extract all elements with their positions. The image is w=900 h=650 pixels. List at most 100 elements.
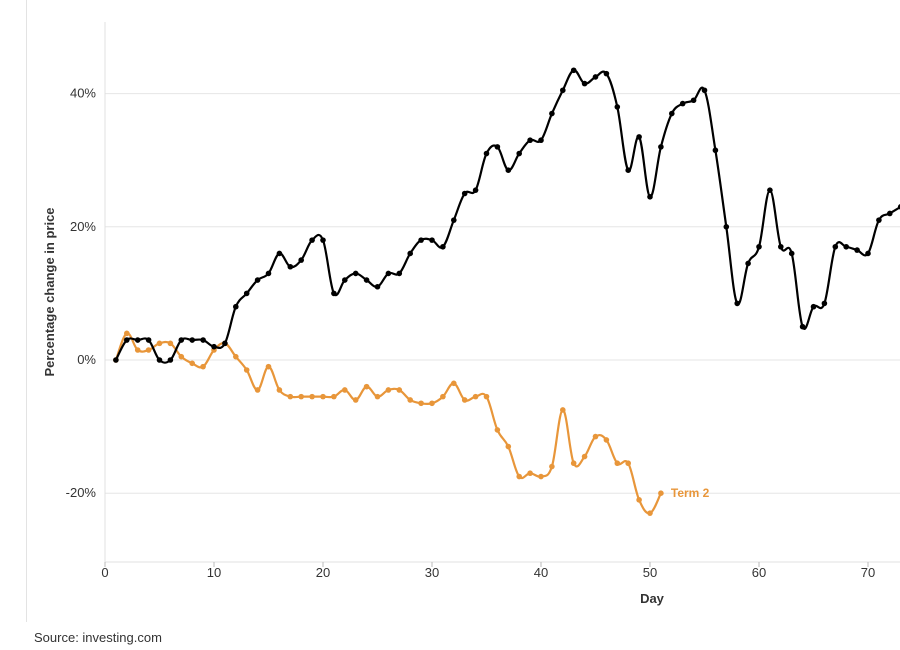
data-point bbox=[178, 337, 185, 343]
data-point bbox=[265, 270, 272, 277]
data-point bbox=[865, 250, 871, 257]
data-point bbox=[440, 393, 446, 400]
data-point bbox=[124, 330, 130, 337]
data-point bbox=[516, 150, 522, 157]
data-point bbox=[189, 337, 195, 343]
data-point bbox=[876, 217, 882, 223]
data-point bbox=[211, 343, 217, 350]
data-point bbox=[897, 204, 900, 210]
series-end-label: Term 2 bbox=[671, 486, 710, 500]
data-point bbox=[309, 237, 315, 243]
data-point bbox=[647, 194, 653, 200]
x-axis-title: Day bbox=[640, 591, 665, 606]
data-point bbox=[374, 393, 381, 400]
left-divider bbox=[26, 0, 27, 622]
data-point bbox=[243, 290, 250, 297]
data-point bbox=[233, 303, 239, 310]
data-point bbox=[472, 393, 479, 400]
series-group-1 bbox=[113, 330, 664, 516]
data-point bbox=[527, 137, 533, 144]
data-point bbox=[233, 353, 239, 360]
data-point bbox=[145, 337, 152, 343]
data-point bbox=[810, 303, 817, 310]
gridlines bbox=[105, 93, 900, 494]
data-point bbox=[451, 380, 457, 387]
data-point bbox=[658, 490, 664, 497]
data-point bbox=[331, 290, 337, 297]
data-point bbox=[581, 80, 588, 87]
data-point bbox=[396, 270, 403, 277]
x-tick-label: 30 bbox=[425, 565, 439, 580]
data-point bbox=[658, 144, 664, 150]
data-point bbox=[396, 387, 403, 393]
data-point bbox=[679, 100, 686, 107]
data-point bbox=[560, 87, 566, 94]
data-point bbox=[701, 87, 708, 94]
data-point bbox=[429, 237, 435, 243]
data-point bbox=[581, 453, 588, 460]
data-point bbox=[331, 393, 337, 400]
data-point bbox=[440, 243, 446, 250]
data-point bbox=[472, 187, 479, 193]
source-note: Source: investing.com bbox=[34, 630, 162, 645]
data-point bbox=[887, 210, 893, 217]
data-point bbox=[560, 407, 566, 413]
data-point bbox=[494, 144, 501, 150]
data-point bbox=[407, 250, 414, 257]
data-point bbox=[461, 397, 468, 403]
data-point bbox=[723, 224, 730, 230]
data-point bbox=[745, 260, 751, 267]
data-point bbox=[298, 257, 305, 263]
data-point bbox=[799, 323, 806, 330]
data-point bbox=[418, 400, 424, 407]
data-point bbox=[276, 387, 283, 393]
data-point bbox=[222, 340, 228, 347]
data-point bbox=[483, 393, 490, 400]
data-point bbox=[854, 247, 860, 253]
data-point bbox=[669, 110, 675, 117]
data-point bbox=[363, 383, 370, 390]
data-point bbox=[429, 400, 435, 407]
data-point bbox=[320, 237, 326, 243]
data-point bbox=[505, 443, 512, 450]
data-point bbox=[832, 243, 839, 250]
data-point bbox=[614, 104, 621, 110]
data-point bbox=[189, 360, 195, 367]
data-point bbox=[461, 190, 468, 197]
data-point bbox=[113, 357, 119, 363]
series-line-0 bbox=[114, 69, 900, 364]
y-tick-label: 40% bbox=[70, 86, 96, 101]
data-point bbox=[821, 300, 828, 307]
series-group-0 bbox=[113, 67, 900, 364]
x-tick-label: 20 bbox=[316, 565, 330, 580]
data-point bbox=[549, 110, 555, 117]
x-tick-label: 0 bbox=[101, 565, 108, 580]
axes bbox=[104, 22, 900, 567]
data-point bbox=[200, 337, 206, 343]
data-point bbox=[734, 300, 740, 307]
data-point bbox=[418, 237, 424, 243]
data-point bbox=[494, 427, 501, 433]
data-point bbox=[298, 393, 305, 400]
labels: -20% 0% 20% 40% 0 10 20 30 40 50 60 70 Day Percentage… bbox=[42, 86, 875, 606]
data-point bbox=[516, 473, 522, 480]
data-point bbox=[625, 460, 631, 467]
data-point bbox=[342, 277, 348, 283]
data-point bbox=[636, 497, 642, 503]
data-point bbox=[712, 147, 719, 154]
data-point bbox=[843, 243, 849, 250]
data-point bbox=[603, 70, 610, 77]
data-point bbox=[538, 473, 544, 480]
data-point bbox=[592, 74, 599, 80]
data-point bbox=[352, 397, 359, 403]
data-point bbox=[549, 463, 555, 470]
data-point bbox=[145, 347, 152, 353]
data-point bbox=[483, 150, 490, 157]
data-point bbox=[363, 277, 370, 283]
data-point bbox=[625, 167, 631, 173]
data-point bbox=[178, 353, 185, 360]
data-point bbox=[788, 250, 795, 257]
data-point bbox=[451, 217, 457, 223]
data-point bbox=[309, 393, 315, 400]
